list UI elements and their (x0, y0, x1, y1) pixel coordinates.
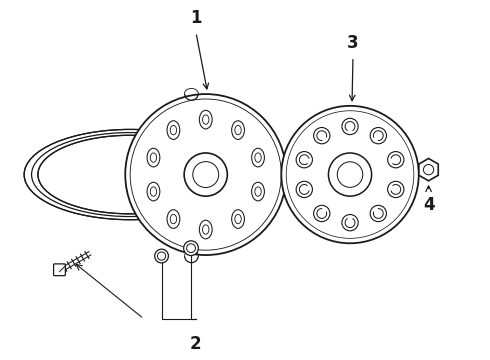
Ellipse shape (167, 121, 180, 139)
Text: 1: 1 (190, 9, 202, 27)
Text: 2: 2 (190, 334, 202, 352)
Ellipse shape (235, 125, 241, 135)
Ellipse shape (170, 125, 176, 135)
FancyBboxPatch shape (53, 264, 65, 276)
Circle shape (296, 152, 313, 168)
Ellipse shape (167, 210, 180, 228)
Circle shape (370, 127, 387, 144)
Circle shape (125, 94, 286, 255)
Ellipse shape (232, 210, 245, 228)
Ellipse shape (235, 214, 241, 224)
Ellipse shape (252, 182, 265, 201)
Ellipse shape (202, 225, 209, 234)
Ellipse shape (199, 220, 212, 239)
Circle shape (314, 205, 330, 222)
Circle shape (328, 153, 371, 196)
Ellipse shape (150, 187, 157, 196)
Circle shape (184, 241, 198, 256)
Circle shape (337, 162, 363, 187)
Circle shape (155, 249, 169, 263)
Ellipse shape (232, 121, 245, 139)
Circle shape (184, 153, 227, 196)
Circle shape (296, 181, 313, 198)
Circle shape (157, 252, 166, 260)
Ellipse shape (199, 110, 212, 129)
Circle shape (342, 118, 358, 135)
Circle shape (314, 127, 330, 144)
Circle shape (342, 215, 358, 231)
Ellipse shape (255, 153, 261, 162)
Circle shape (388, 152, 404, 168)
Ellipse shape (150, 153, 157, 162)
Ellipse shape (255, 187, 261, 196)
Text: 3: 3 (347, 34, 359, 52)
Ellipse shape (202, 115, 209, 124)
Ellipse shape (170, 214, 176, 224)
Circle shape (370, 205, 387, 222)
Circle shape (281, 106, 419, 243)
Circle shape (187, 244, 196, 253)
Ellipse shape (147, 182, 160, 201)
Circle shape (388, 181, 404, 198)
Text: 4: 4 (423, 196, 434, 214)
Ellipse shape (147, 148, 160, 167)
Circle shape (423, 165, 434, 175)
Ellipse shape (252, 148, 265, 167)
Circle shape (193, 162, 219, 188)
Wedge shape (130, 63, 242, 286)
Polygon shape (419, 158, 438, 181)
